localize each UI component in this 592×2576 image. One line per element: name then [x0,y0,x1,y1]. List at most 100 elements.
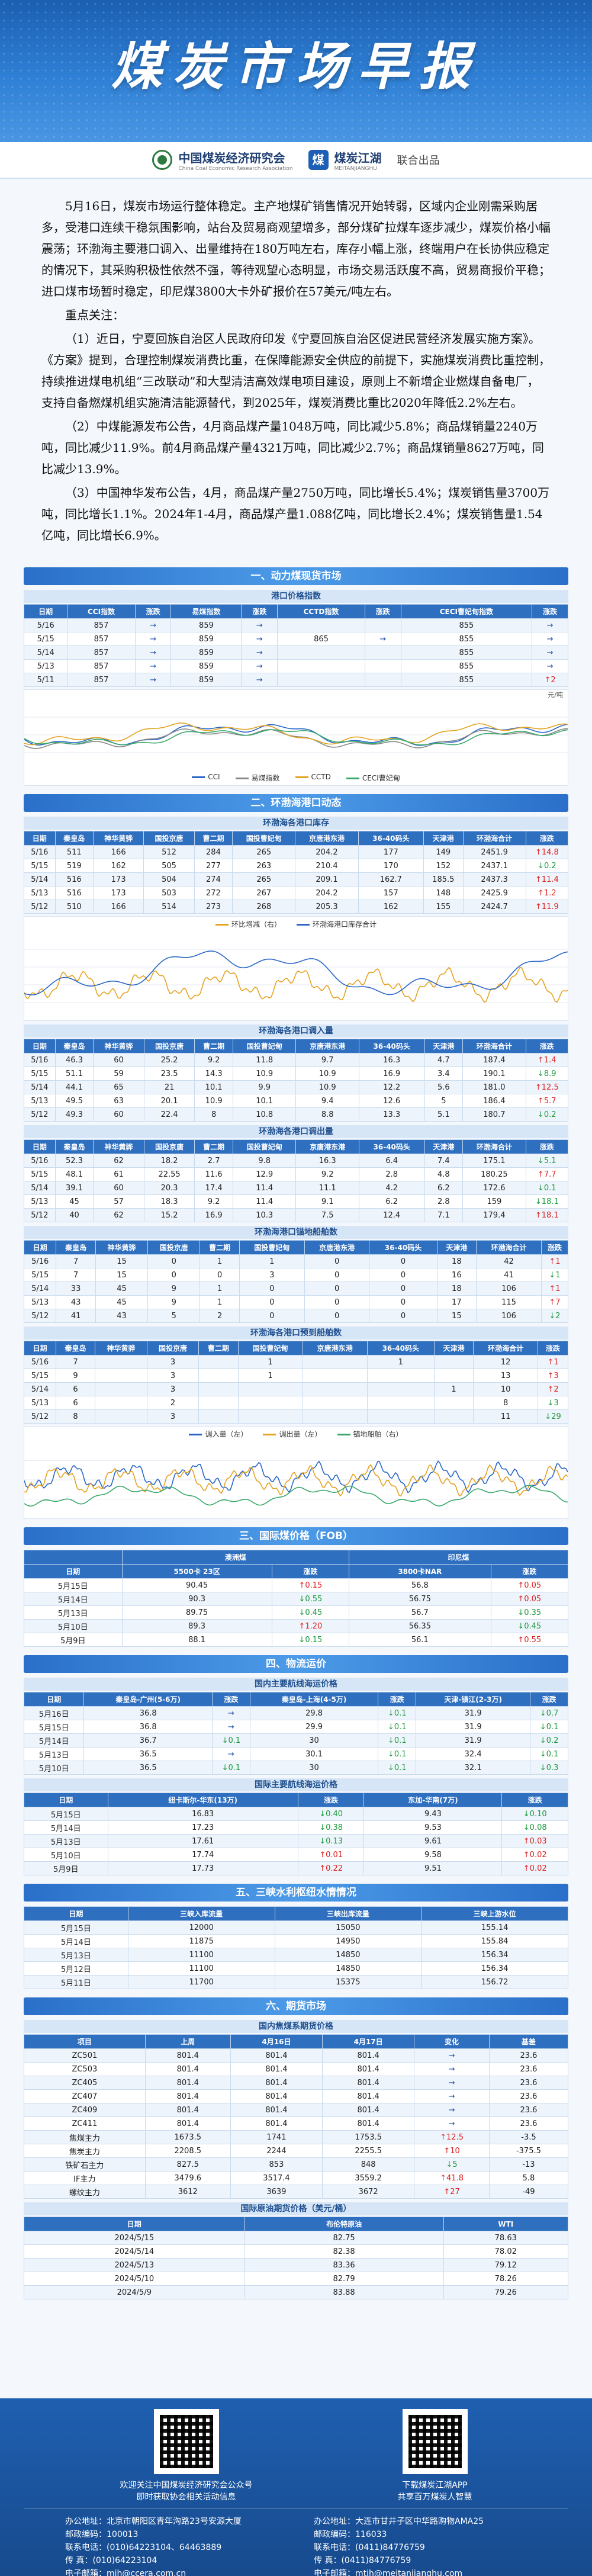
table-cell: 5.1 [424,1107,464,1122]
contact-line: 办公地址：大连市甘井子区中华路购物AMA25 [314,2517,484,2526]
report-title: 煤炭市场早报 [111,37,481,97]
column-header: 日期 [23,1692,85,1707]
table-cell: 79.12 [443,2258,569,2272]
chart-legend: CCI 易煤指数 CCTD CECI曹妃甸 [24,770,568,785]
table-cell: → [134,645,172,660]
table-cell: -49 [488,2185,569,2199]
table-cell: 12000 [127,1920,275,1935]
table-cell: ↑1.4 [525,1053,569,1067]
table-row: 5/13 516 173 503 272 267 204.2 157 148 2425.9 ↑1.2 [24,886,569,900]
subsection-title: 环渤海各港口调出量 [24,1125,568,1138]
table-cell [277,618,365,632]
table-row: 2024/5/14 82.38 78.02 [24,2244,569,2259]
table-cell: 30.1 [249,1747,379,1761]
table-cell: 15 [95,1254,149,1268]
table-cell: 5月14日 [24,1592,123,1606]
column-header: 涨跌 [540,1240,569,1255]
table-cell: 2244 [230,2144,323,2158]
table-cell: 2024/5/10 [24,2272,245,2286]
table-cell [302,1355,368,1369]
table-cell: 60 [93,1107,144,1122]
column-header: 涨跌 [241,604,278,619]
table-cell: ↓0.40 [297,1807,365,1821]
table-cell: 801.4 [144,2076,231,2090]
table-cell [277,645,365,660]
column-header: WTI [443,2217,569,2231]
table-cell: 510 [54,900,94,914]
table-cell: 5月10日 [23,1761,85,1775]
table-cell: 14.3 [194,1067,233,1081]
table-cell: 5 [147,1309,201,1323]
table-cell: 157 [358,886,424,900]
table-cell: 179.4 [462,1208,526,1222]
table-cell: 7.1 [424,1208,464,1222]
table-cell: ↓0.3 [530,1761,568,1775]
table-cell: ↑0.05 [490,1578,569,1592]
table-cell: 180.7 [462,1107,526,1122]
table-cell: 162.7 [358,872,424,886]
column-header: 京唐港东港 [302,1341,368,1356]
column-header: 秦皇岛 [54,1039,94,1053]
column-header: CCI指数 [67,604,136,619]
series-line-anchorage [24,1485,568,1507]
table-cell: 31.9 [416,1733,531,1748]
table-cell: 16.9 [194,1208,233,1222]
table-cell: 15050 [274,1920,422,1935]
table-cell: ↓0.10 [501,1807,568,1821]
table-cell: 2024/5/14 [24,2244,245,2259]
table-cell: 162 [93,859,144,873]
table-cell: 5月10日 [24,1619,123,1633]
table-cell: -3.5 [488,2130,569,2144]
table-cell: 56.7 [349,1605,491,1620]
table-cell: 155.14 [421,1920,568,1935]
table-cell: 25.2 [143,1053,195,1067]
section-title: 四、物流运价 [24,1655,568,1673]
column-header: 环渤海合计 [473,1341,539,1356]
table-cell: 9.4 [295,1094,359,1108]
table-cell: 5/14 [24,1382,56,1396]
table-cell: 5/11 [23,673,68,687]
table-cell: 801.4 [230,2048,323,2063]
table-row: 5月13日 17.61 ↓0.13 9.61 ↑0.03 [24,1834,568,1848]
table-cell: 801.4 [144,2116,231,2131]
table-cell: 12.2 [358,1080,425,1094]
table-cell: ↑12.5 [414,2130,490,2144]
table-cell: 5月15日 [24,1807,108,1821]
subsection-title: 国际主要航线海运价格 [24,1778,568,1791]
column-header: 三峡入库流量 [127,1906,275,1921]
table-row: 5/15 48.1 61 22.55 11.6 12.9 9.2 2.8 4.8 180.25 ↑7… [24,1167,569,1181]
column-header: 涨跌 [525,1139,569,1154]
table-cell: 9.2 [194,1194,233,1209]
subsection-title: 环渤海各港口预到船舶数 [24,1326,568,1340]
contact-line: 传 真：(0411)84776759 [314,2556,411,2565]
table-cell: 7 [55,1355,96,1369]
table-cell: 857 [67,632,136,646]
column-header: 36-40码头 [358,1039,425,1053]
table-cell: 5月14日 [24,1934,128,1948]
contact-line: 邮政编码：116033 [314,2530,387,2539]
table-cell: ↑2 [538,1382,568,1396]
table-cell: -375.5 [488,2144,569,2158]
table-cell: → [414,2116,490,2131]
table-cell: ↓0.1 [212,1761,250,1775]
table-cell [302,1382,368,1396]
table-cell: 5.8 [488,2171,569,2185]
table-cell: 45 [54,1194,94,1209]
table-cell: 272 [194,886,233,900]
crude-oil-table: 日期 布伦特原油 WTI 2024/5/15 82.75 78.63 2024/5/14 82… [24,2217,569,2299]
table-cell: 6 [55,1382,96,1396]
table-cell: 265 [232,872,296,886]
table-cell: 5/13 [23,1295,57,1309]
table-row: 5月14日 90.3 ↓0.55 56.75 ↑0.05 [24,1592,569,1606]
table-row: 5/15 51.1 59 23.5 14.3 10.9 10.9 16.9 3.4 190.1 ↓8… [24,1067,569,1081]
table-cell [237,1382,303,1396]
table-cell: ↑0.15 [271,1578,350,1592]
table-cell: ↑41.8 [414,2171,490,2185]
table-cell: 12 [473,1355,539,1369]
table-cell: ↓0.2 [525,1107,569,1122]
table-cell: ↑7 [540,1295,569,1309]
footer: 欢迎关注中国煤炭经济研究会公众号 即时获取协会相关活动信息 下载煤炭江湖APP … [0,2398,592,2576]
table-row: 5月12日 11100 14850 156.34 [24,1961,568,1976]
column-header: 日期 [24,1564,123,1579]
table-cell: 0 [147,1268,201,1282]
